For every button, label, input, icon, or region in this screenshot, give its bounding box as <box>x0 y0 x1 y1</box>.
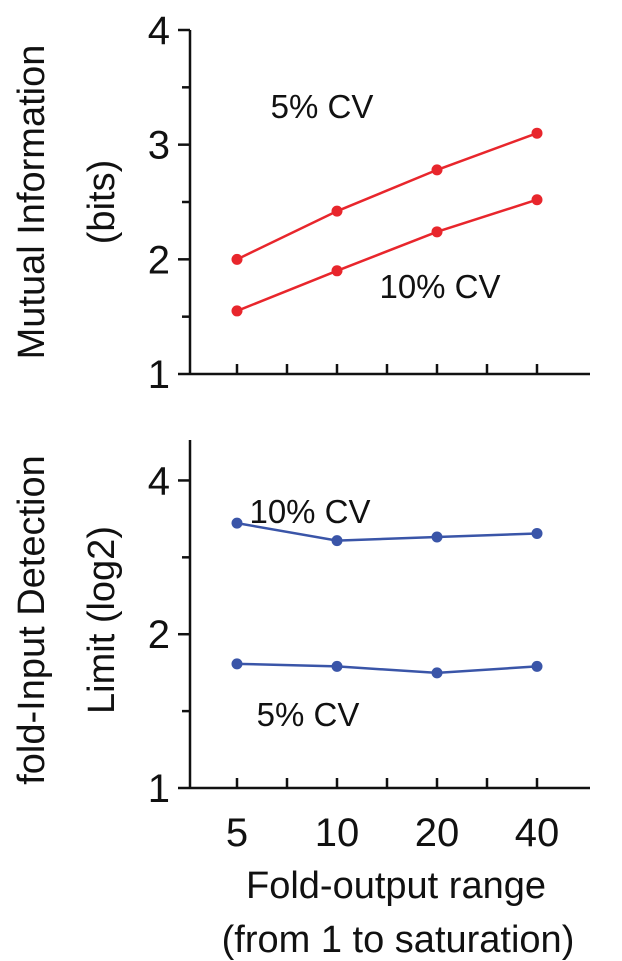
bottom-y-tick-label: 1 <box>148 767 170 811</box>
bottom-series-line-5cv <box>236 662 538 675</box>
top-data-point-10cv <box>231 305 243 317</box>
top-ylabel-line1: Mutual Information <box>11 45 53 360</box>
x-tick-label: 20 <box>415 811 460 855</box>
bottom-y-tick-label: 2 <box>148 613 170 657</box>
top-ylabel-line2: (bits) <box>81 160 123 244</box>
bottom-data-point-10cv <box>531 527 543 539</box>
bottom-panel: fold-Input Detection Limit (log2) 1 2 4 10… <box>11 440 590 811</box>
x-axis-label-line1: Fold-output range <box>246 865 546 907</box>
bottom-ylabel-line1: fold-Input Detection <box>11 455 53 785</box>
x-tick-label: 5 <box>226 811 248 855</box>
top-y-tick-label: 4 <box>148 9 170 53</box>
bottom-data-point-10cv <box>431 531 443 543</box>
top-panel: Mutual Information (bits) 1 2 3 4 5% CV 10%… <box>11 9 590 397</box>
bottom-data-point-5cv <box>231 658 243 670</box>
bottom-annotation-10cv: 10% CV <box>249 493 370 530</box>
bottom-data-point-10cv <box>331 535 343 547</box>
x-tick-label: 40 <box>515 811 560 855</box>
top-data-point-10cv <box>331 265 343 277</box>
top-data-point-5cv <box>331 205 343 217</box>
x-axis-label-line2: (from 1 to saturation) <box>222 919 575 961</box>
bottom-data-point-5cv <box>331 660 343 672</box>
bottom-annotation-5cv: 5% CV <box>257 696 360 733</box>
bottom-series-line-10cv <box>236 521 538 542</box>
top-y-tick-label: 2 <box>148 238 170 282</box>
top-data-point-10cv <box>531 194 543 206</box>
top-series-line-5cv <box>236 132 538 261</box>
top-annotation-5cv: 5% CV <box>271 88 374 125</box>
bottom-ylabel-line2: Limit (log2) <box>81 526 123 714</box>
bottom-data-point-5cv <box>531 660 543 672</box>
top-data-point-5cv <box>231 253 243 265</box>
top-data-point-5cv <box>431 164 443 176</box>
top-y-tick-label: 3 <box>148 124 170 168</box>
x-tick-label: 10 <box>315 811 360 855</box>
top-annotation-10cv: 10% CV <box>379 268 500 305</box>
top-data-point-5cv <box>531 127 543 139</box>
x-tick-labels: 5 10 20 40 <box>226 811 559 855</box>
bottom-data-point-5cv <box>431 667 443 679</box>
bottom-y-tick-label: 4 <box>148 459 170 503</box>
bottom-data-point-10cv <box>231 517 243 529</box>
top-data-point-10cv <box>431 226 443 238</box>
top-series-line-10cv <box>236 198 538 313</box>
top-y-tick-label: 1 <box>148 353 170 397</box>
